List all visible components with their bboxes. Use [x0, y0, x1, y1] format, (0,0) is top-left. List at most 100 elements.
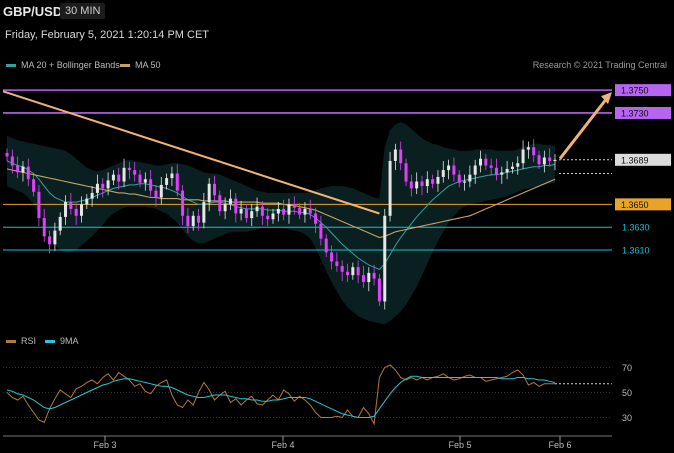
legend-ma20: MA 20 + Bollinger Bands [6, 60, 120, 70]
x-tick-label: Feb 4 [271, 440, 294, 450]
candle-body [494, 167, 498, 175]
candle-body [133, 170, 137, 175]
candle-body [479, 158, 483, 166]
bollinger-band-area [7, 122, 555, 325]
rsi-line [6, 364, 555, 426]
projection-arrow-line [558, 97, 609, 160]
candle-body [276, 208, 280, 214]
candle-body [356, 267, 360, 276]
candle-body [239, 208, 243, 214]
trend-line [2, 90, 380, 215]
candle-body [69, 202, 73, 209]
candle-body [159, 184, 163, 198]
candle-body [420, 181, 424, 187]
level-tag-1.3730 [615, 106, 671, 119]
candle-body [122, 167, 126, 182]
candle-body [260, 206, 264, 216]
current-price-label: 1.3689 [621, 155, 649, 165]
candle-body [127, 167, 131, 171]
candle-body [330, 252, 334, 262]
candle-body [95, 183, 99, 193]
candle-body [58, 216, 62, 231]
timestamp: Friday, February 5, 2021 1:20:14 PM CET [5, 29, 209, 41]
candle-body [170, 173, 174, 179]
candle-body [473, 165, 477, 175]
candle-body [191, 215, 195, 227]
candle-body [266, 215, 270, 220]
level-label-1.3610: 1.3610 [622, 246, 650, 256]
research-credit: Research © 2021 Trading Central [532, 60, 667, 70]
candle-body [64, 202, 68, 217]
x-tick-label: Feb 3 [93, 440, 116, 450]
projection-arrow-head [601, 92, 612, 105]
candle-body [441, 170, 445, 177]
candle-body [197, 215, 201, 223]
current-price-tag [615, 153, 671, 166]
timeframe-badge[interactable]: 30 MIN [60, 3, 106, 19]
legend-rsi: RSI [6, 336, 36, 346]
candle-body [457, 174, 461, 183]
candle-body [21, 166, 25, 173]
candle-body [202, 202, 206, 223]
level-label-1.3630: 1.3630 [622, 223, 650, 233]
candle-body [10, 156, 14, 166]
candle-body [165, 178, 169, 185]
level-tag-1.3650 [615, 198, 671, 211]
rsi-tick-50: 50 [622, 388, 632, 398]
candle-body [143, 179, 147, 183]
candle-body [298, 207, 302, 215]
candle-body [484, 158, 488, 166]
candle-body [468, 174, 472, 182]
candle-body [388, 160, 392, 216]
candle-body [175, 173, 179, 191]
candle-body [111, 174, 115, 181]
candle-body [548, 157, 552, 161]
candle-body [335, 261, 339, 267]
candle-body [85, 198, 89, 205]
candle-body [404, 163, 408, 182]
candle-body [250, 211, 254, 219]
candle-body [149, 179, 153, 191]
candle-body [510, 166, 514, 169]
candle-body [463, 181, 467, 183]
legend-rsi-label: RSI [21, 336, 37, 346]
candle-body [154, 190, 158, 198]
candle-body [303, 208, 307, 215]
legend-rsi-ma: 9MA [45, 336, 79, 346]
candle-body [324, 238, 328, 253]
legend-ma50: MA 50 [120, 60, 161, 70]
candle-body [218, 195, 222, 212]
candle-body [409, 181, 413, 189]
legend-ma50-label: MA 50 [135, 60, 161, 70]
candle-body [383, 215, 387, 302]
x-tick-label: Feb 6 [548, 440, 571, 450]
candle-body [447, 165, 451, 171]
candle-body [292, 204, 296, 208]
candle-body [138, 174, 142, 183]
rsi-tick-30: 30 [622, 413, 632, 423]
candle-body [526, 147, 530, 150]
candle-body [228, 198, 232, 205]
candle-body [516, 163, 520, 167]
candle-body [500, 172, 504, 175]
chart-header: GBP/USD 30 MIN [0, 0, 674, 24]
candle-body [377, 278, 381, 302]
candle-body [314, 213, 318, 224]
candle-body [553, 159, 557, 161]
candle-body [16, 165, 20, 173]
rsi-ma-line [6, 375, 556, 418]
symbol-label[interactable]: GBP/USD [3, 4, 63, 19]
candle-body [271, 213, 275, 220]
candle-body [37, 191, 41, 219]
candle-body [431, 179, 435, 184]
candle-body [181, 190, 185, 216]
candle-body [489, 165, 493, 168]
candle-body [234, 198, 238, 214]
candle-body [346, 271, 350, 276]
candle-body [372, 272, 376, 279]
candle-body [505, 168, 509, 173]
rsi-swatch [6, 339, 16, 343]
level-label-1.3650: 1.3650 [621, 200, 649, 210]
candle-body [90, 192, 94, 199]
